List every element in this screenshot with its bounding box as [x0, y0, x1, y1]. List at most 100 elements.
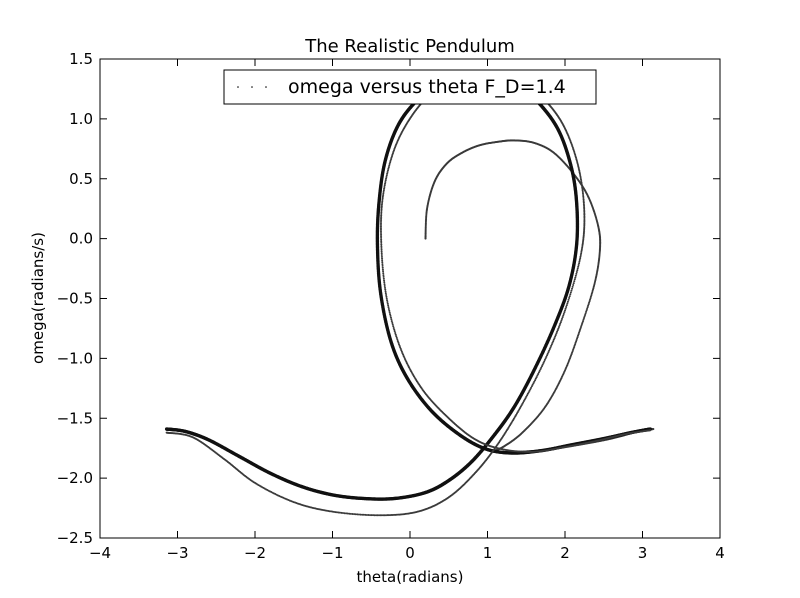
data-point: [381, 263, 384, 266]
data-point: [384, 182, 387, 185]
data-point: [378, 514, 380, 517]
data-point: [579, 175, 582, 178]
data-point: [383, 283, 386, 286]
data-point: [380, 236, 383, 239]
data-point: [579, 257, 582, 260]
data-point: [552, 338, 555, 341]
data-point: [546, 352, 549, 355]
data-point: [579, 254, 582, 257]
data-point: [356, 513, 359, 516]
data-point: [652, 428, 655, 431]
y-tick-label: −2.0: [57, 469, 93, 487]
data-point: [380, 254, 383, 257]
data-point: [384, 292, 387, 295]
data-point: [394, 333, 397, 336]
data-point: [535, 376, 538, 379]
data-point: [579, 174, 582, 177]
data-point: [583, 220, 586, 223]
data-point: [556, 329, 559, 332]
data-point: [399, 346, 402, 349]
data-point: [389, 314, 392, 317]
data-point: [380, 203, 383, 206]
data-point: [388, 311, 391, 314]
data-point: [380, 240, 383, 243]
data-point: [386, 172, 389, 175]
data-point: [348, 512, 351, 515]
data-point: [564, 307, 567, 310]
data-point: [397, 343, 400, 346]
data-point: [583, 206, 586, 209]
data-point: [589, 297, 592, 300]
data-point: [385, 174, 388, 177]
data-point: [382, 190, 385, 193]
data-point: [550, 344, 553, 347]
data-point: [381, 200, 384, 203]
y-tick-label: 0.0: [69, 230, 93, 248]
data-point: [560, 319, 563, 322]
data-point: [382, 192, 385, 195]
data-point: [588, 301, 591, 304]
data-point: [396, 338, 399, 341]
data-point: [380, 211, 383, 214]
data-point: [385, 297, 388, 300]
series-layer: [164, 71, 655, 517]
data-point: [380, 252, 383, 255]
data-point: [588, 300, 591, 303]
data-point: [349, 512, 352, 515]
data-point: [380, 232, 382, 235]
data-point: [582, 200, 585, 203]
data-point: [559, 321, 562, 324]
data-point: [525, 395, 528, 398]
data-point: [566, 302, 569, 305]
data-point: [383, 187, 386, 190]
data-point: [345, 512, 348, 515]
data-point: [353, 513, 356, 516]
data-point: [577, 265, 580, 268]
data-point: [380, 241, 383, 244]
data-point: [554, 335, 557, 338]
data-point: [395, 336, 398, 339]
data-point: [566, 300, 569, 303]
legend-marker-dot: [237, 86, 239, 88]
data-point: [546, 354, 549, 357]
data-point: [387, 304, 390, 307]
data-point: [572, 282, 575, 285]
data-point: [581, 192, 584, 195]
data-point: [381, 198, 384, 201]
data-point: [561, 316, 564, 319]
data-point: [569, 291, 572, 294]
data-point: [389, 159, 392, 162]
data-point: [380, 219, 383, 222]
data-point: [531, 383, 534, 386]
data-point: [382, 514, 385, 517]
data-point: [386, 169, 389, 172]
x-tick-label: 1: [483, 544, 493, 562]
data-point: [581, 189, 584, 192]
data-point: [359, 513, 362, 516]
data-point: [542, 362, 545, 365]
data-point: [568, 297, 571, 300]
data-point: [384, 179, 387, 182]
data-point: [526, 394, 529, 397]
data-point: [364, 513, 367, 516]
data-point: [574, 274, 577, 277]
data-point: [557, 325, 560, 328]
data-point: [383, 285, 386, 288]
trajectory-transient: [424, 139, 602, 453]
data-point: [583, 317, 586, 320]
data-point: [554, 333, 557, 336]
data-point: [340, 511, 343, 514]
data-point: [380, 514, 383, 517]
data-point: [392, 326, 395, 329]
data-point: [379, 225, 382, 228]
data-point: [578, 258, 581, 261]
data-point: [385, 177, 388, 180]
data-point: [332, 510, 335, 513]
data-point: [548, 349, 551, 352]
data-point: [582, 198, 585, 201]
data-point: [555, 332, 558, 335]
data-point: [385, 175, 388, 178]
data-point: [576, 267, 579, 270]
data-point: [569, 293, 572, 296]
